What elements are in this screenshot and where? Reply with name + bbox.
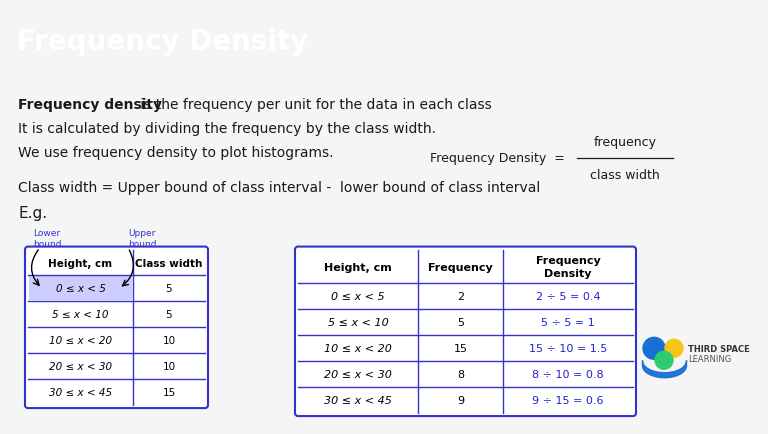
Text: Frequency
Density: Frequency Density [535, 256, 601, 278]
Text: 15 ÷ 10 = 1.5: 15 ÷ 10 = 1.5 [529, 343, 607, 353]
Circle shape [655, 352, 673, 369]
FancyBboxPatch shape [29, 277, 132, 301]
Text: frequency: frequency [594, 135, 657, 148]
Text: 2 ÷ 5 = 0.4: 2 ÷ 5 = 0.4 [536, 292, 601, 302]
Circle shape [643, 338, 665, 359]
Text: 5 ≤ x < 10: 5 ≤ x < 10 [52, 310, 109, 319]
Text: Frequency: Frequency [428, 262, 493, 272]
Text: LEARNING: LEARNING [688, 354, 731, 363]
Text: 30 ≤ x < 45: 30 ≤ x < 45 [324, 395, 392, 405]
Text: 9 ÷ 15 = 0.6: 9 ÷ 15 = 0.6 [532, 395, 604, 405]
Text: Height, cm: Height, cm [324, 262, 392, 272]
Text: Lower
bound: Lower bound [33, 229, 61, 248]
Text: 8: 8 [457, 369, 464, 379]
Text: We use frequency density to plot histograms.: We use frequency density to plot histogr… [18, 145, 333, 160]
Text: 9: 9 [457, 395, 464, 405]
Text: 10 ≤ x < 20: 10 ≤ x < 20 [49, 335, 112, 345]
Text: 20 ≤ x < 30: 20 ≤ x < 30 [49, 362, 112, 372]
Text: 5 ÷ 5 = 1: 5 ÷ 5 = 1 [541, 318, 595, 328]
Text: Class width = Upper bound of class interval -  lower bound of class interval: Class width = Upper bound of class inter… [18, 181, 540, 194]
Text: Frequency density: Frequency density [18, 98, 162, 112]
Text: Frequency Density: Frequency Density [17, 28, 308, 56]
Text: Height, cm: Height, cm [48, 258, 113, 268]
Text: 10 ≤ x < 20: 10 ≤ x < 20 [324, 343, 392, 353]
Text: 5: 5 [457, 318, 464, 328]
Text: THIRD SPACE: THIRD SPACE [688, 344, 750, 353]
Text: class width: class width [590, 168, 660, 181]
Text: Class width: Class width [135, 258, 203, 268]
Text: 5: 5 [166, 284, 172, 294]
Text: It is calculated by dividing the frequency by the class width.: It is calculated by dividing the frequen… [18, 122, 436, 136]
Text: Upper
bound: Upper bound [128, 229, 157, 248]
Text: 5 ≤ x < 10: 5 ≤ x < 10 [328, 318, 389, 328]
FancyBboxPatch shape [25, 247, 208, 408]
Text: 0 ≤ x < 5: 0 ≤ x < 5 [55, 284, 105, 294]
Circle shape [665, 339, 683, 358]
Text: Frequency Density  =: Frequency Density = [430, 152, 565, 165]
Text: 30 ≤ x < 45: 30 ≤ x < 45 [49, 387, 112, 397]
Text: 15: 15 [162, 387, 176, 397]
Text: 20 ≤ x < 30: 20 ≤ x < 30 [324, 369, 392, 379]
Text: 0 ≤ x < 5: 0 ≤ x < 5 [331, 292, 385, 302]
Text: is the frequency per unit for the data in each class: is the frequency per unit for the data i… [136, 98, 492, 112]
Text: 2: 2 [457, 292, 464, 302]
Text: 15: 15 [453, 343, 468, 353]
Text: 8 ÷ 10 = 0.8: 8 ÷ 10 = 0.8 [532, 369, 604, 379]
FancyBboxPatch shape [295, 247, 636, 416]
Text: 5: 5 [166, 310, 172, 319]
Text: 10: 10 [163, 362, 176, 372]
Text: 10: 10 [163, 335, 176, 345]
Text: E.g.: E.g. [18, 205, 47, 220]
